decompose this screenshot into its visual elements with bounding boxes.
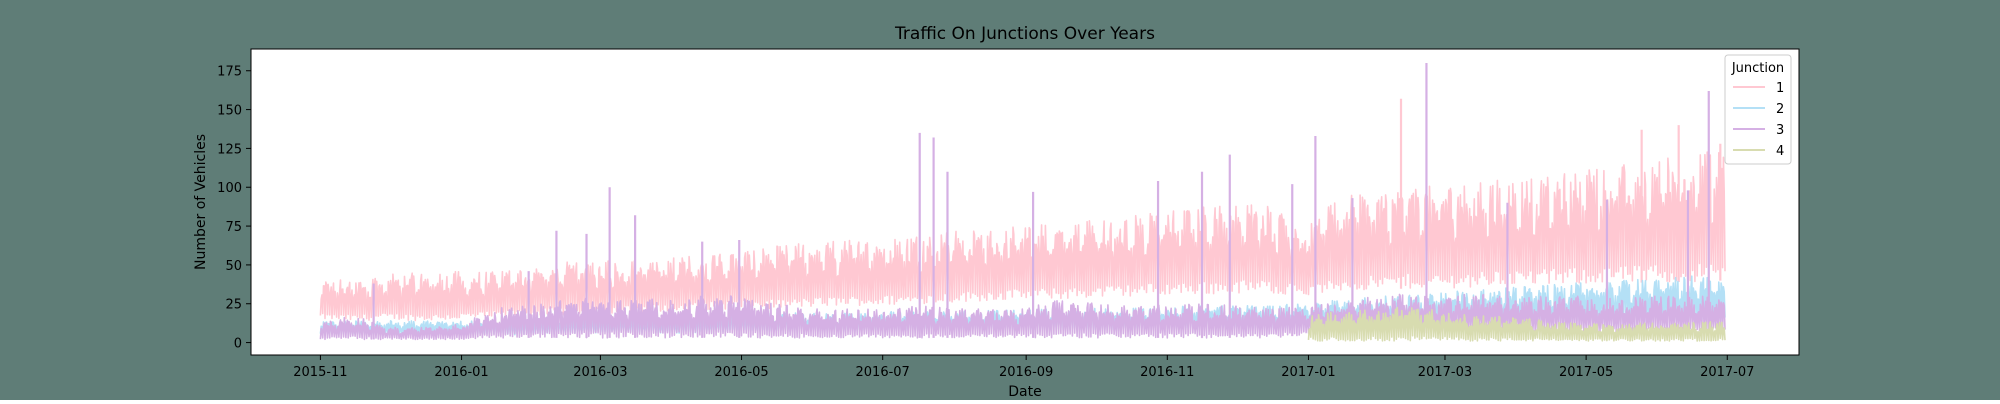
series-line-4 xyxy=(1307,306,1726,342)
legend-label-4: 4 xyxy=(1776,144,1784,159)
x-tick-label: 2016-01 xyxy=(434,365,488,380)
x-tick-label: 2015-11 xyxy=(293,365,347,380)
y-tick-label: 150 xyxy=(217,104,242,119)
x-tick-label: 2016-03 xyxy=(573,365,627,380)
legend-label-2: 2 xyxy=(1776,102,1784,117)
y-tick-label: 0 xyxy=(234,337,242,352)
x-tick-label: 2017-05 xyxy=(1559,365,1613,380)
x-axis: 2015-11 2016-01 2016-03 2016-05 2016-07 2016-… xyxy=(293,355,1754,380)
y-tick-label: 175 xyxy=(217,65,242,80)
legend-label-3: 3 xyxy=(1776,123,1784,138)
series-line-3 xyxy=(319,293,1726,341)
chart-title: Traffic On Junctions Over Years xyxy=(894,24,1155,44)
x-tick-label: 2017-03 xyxy=(1418,365,1472,380)
x-tick-label: 2017-07 xyxy=(1700,365,1754,380)
legend: Junction 1 2 3 4 xyxy=(1724,54,1792,165)
series-line-1 xyxy=(319,151,1726,322)
x-tick-label: 2016-09 xyxy=(999,365,1053,380)
y-tick-label: 50 xyxy=(225,259,242,274)
series-layer xyxy=(319,62,1726,342)
y-tick-label: 100 xyxy=(217,181,242,196)
x-tick-label: 2017-01 xyxy=(1281,365,1335,380)
y-tick-label: 25 xyxy=(225,298,242,313)
plot-frame xyxy=(250,48,1800,356)
x-tick-label: 2016-05 xyxy=(714,365,768,380)
y-axis: 0 25 50 75 100 125 150 175 xyxy=(217,65,251,352)
legend-label-1: 1 xyxy=(1776,81,1784,96)
y-tick-label: 125 xyxy=(217,142,242,157)
legend-box xyxy=(1724,54,1792,165)
legend-title: Junction xyxy=(1731,61,1784,76)
y-tick-label: 75 xyxy=(225,220,242,235)
x-tick-label: 2016-11 xyxy=(1140,365,1194,380)
x-axis-label: Date xyxy=(1008,384,1041,400)
y-axis-label: Number of Vehicles xyxy=(193,134,209,270)
x-tick-label: 2016-07 xyxy=(856,365,910,380)
